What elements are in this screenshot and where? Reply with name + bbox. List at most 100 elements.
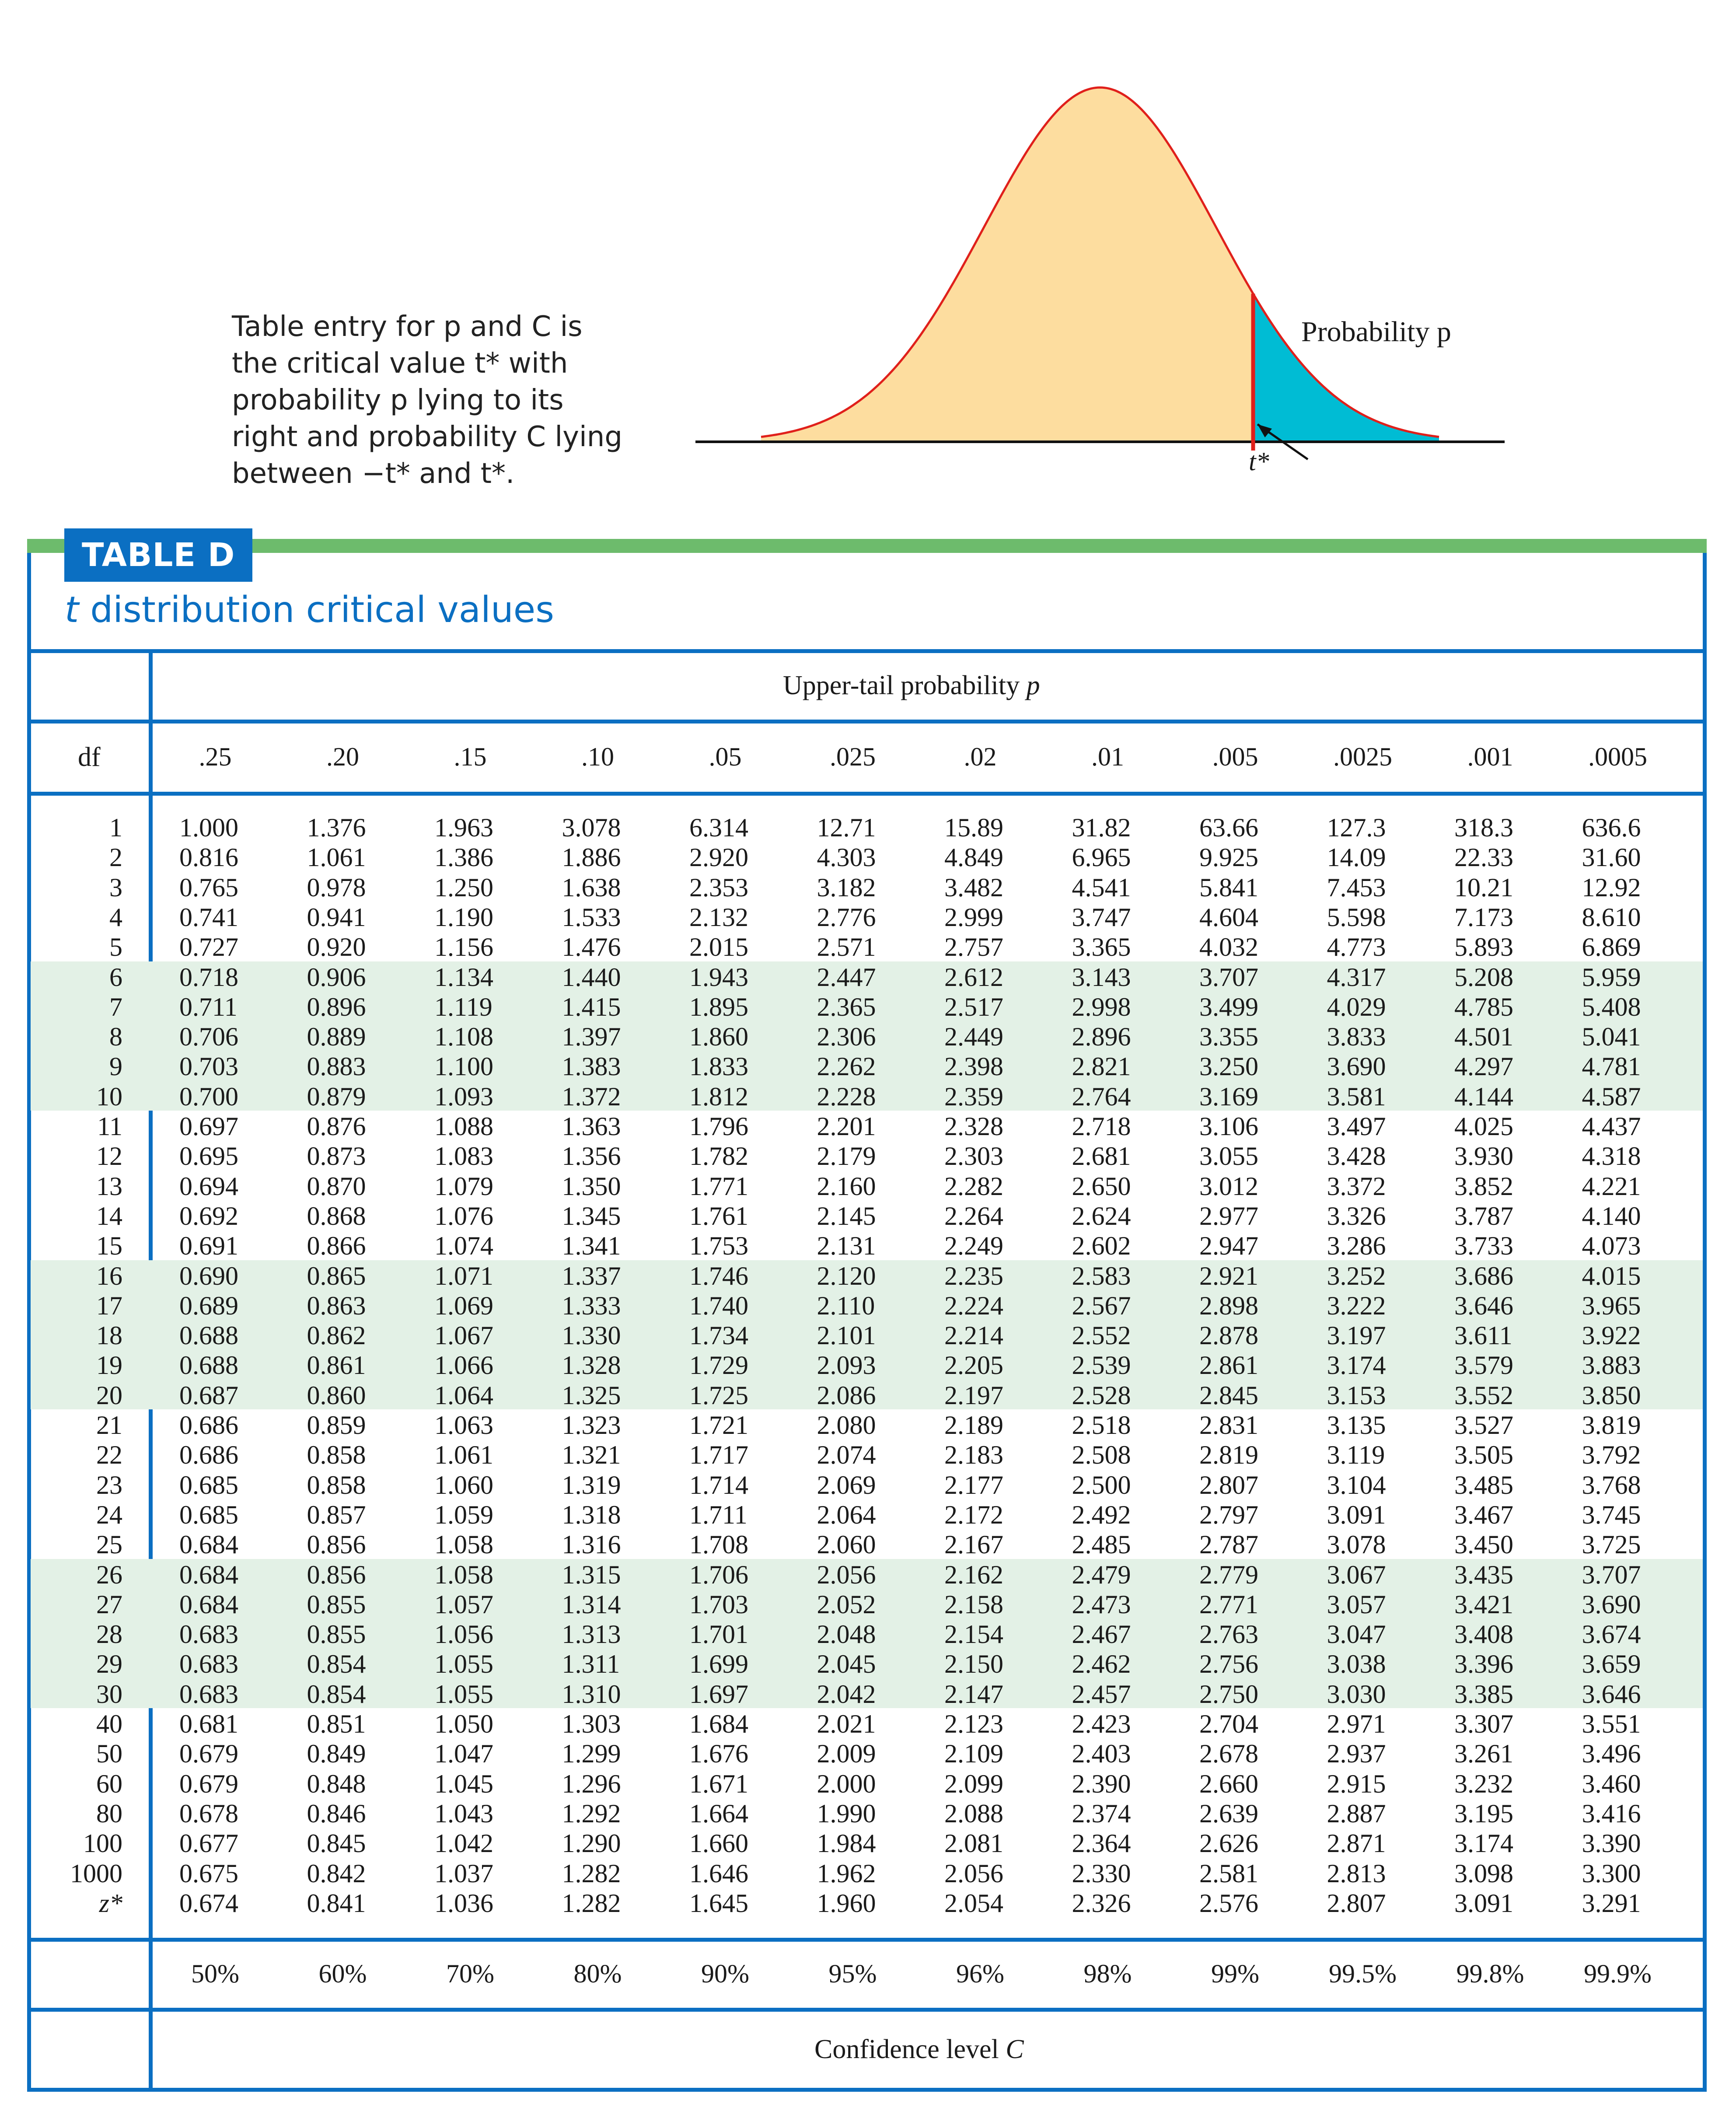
table-cell: 3.482 [944,873,1003,902]
table-cell: 2.750 [1199,1679,1258,1709]
table-cell: 0.689 [179,1291,238,1320]
curve-outline [761,86,1439,438]
table-cell: 3.611 [1454,1321,1512,1350]
table-cell: 1.250 [434,873,493,902]
table-cell: 1.108 [434,1022,493,1052]
table-cell: 0.858 [307,1470,366,1499]
table-cell: 1.721 [689,1411,748,1440]
table-cell: 0.686 [179,1411,238,1440]
table-cell: 2.807 [1327,1888,1386,1918]
table-title-text: distribution critical values [79,589,554,631]
divider-line [27,792,1707,796]
p-header-cell: .25 [199,742,232,771]
table-cell: 2.179 [817,1142,876,1171]
table-cell: 1.100 [434,1052,493,1081]
df-cell: 19 [96,1351,122,1380]
p-header-cell: .001 [1467,742,1513,771]
df-cell: 30 [96,1679,122,1709]
table-cell: 2.517 [944,992,1003,1021]
table-cell: 636.6 [1582,813,1641,842]
table-cell: 2.552 [1072,1321,1131,1350]
table-cell: 1.886 [562,843,621,872]
table-cell: 2.074 [817,1440,876,1470]
table-cell: 4.541 [1072,873,1131,902]
table-cell: 2.120 [817,1261,876,1290]
table-cell: 2.060 [817,1530,876,1559]
table-cell: 5.959 [1582,962,1641,992]
table-cell: 5.598 [1327,902,1386,932]
table-cell: 2.462 [1072,1650,1131,1679]
table-cell: 0.848 [307,1769,366,1798]
table-cell: 1.684 [689,1709,748,1738]
table-cell: 1.345 [562,1201,621,1230]
table-cell: 2.581 [1199,1859,1258,1888]
table-cell: 1.376 [307,813,366,842]
df-cell: 18 [96,1321,122,1350]
table-cell: 2.718 [1072,1112,1131,1141]
table-cell: 4.221 [1582,1171,1641,1201]
table-cell: 2.101 [817,1321,876,1350]
table-cell: 0.685 [179,1500,238,1529]
table-cell: 0.697 [179,1112,238,1141]
table-cell: 1.740 [689,1291,748,1320]
table-cell: 3.646 [1582,1679,1641,1709]
table-cell: 15.89 [944,813,1003,842]
confidence-cell: 95% [828,1959,877,1988]
table-cell: 2.457 [1072,1679,1131,1709]
table-cell: 2.398 [944,1052,1003,1081]
table-cell: 3.195 [1454,1799,1513,1828]
table-cell: 0.692 [179,1201,238,1230]
table-cell: 1.703 [689,1590,748,1619]
table-cell: 0.889 [307,1022,366,1052]
p-header-cell: .0025 [1333,742,1392,771]
table-cell: 0.675 [179,1859,238,1888]
df-cell: 100 [83,1829,122,1858]
table-cell: 5.208 [1454,962,1513,992]
table-cell: 2.099 [944,1769,1003,1798]
table-cell: 1.984 [817,1829,876,1858]
table-cell: 2.871 [1327,1829,1386,1858]
table-cell: 3.499 [1199,992,1258,1021]
upper-tail-header: Upper-tail probability p [783,670,1040,701]
table-cell: 1.676 [689,1739,748,1768]
table-cell: 2.048 [817,1620,876,1649]
df-cell: 2 [109,843,122,872]
df-cell: 28 [96,1620,122,1649]
table-cell: 2.081 [944,1829,1003,1858]
table-cell: 1.746 [689,1261,748,1290]
p-header-cell: .10 [581,742,614,771]
p-header-cell: .02 [964,742,997,771]
table-cell: 3.497 [1327,1112,1386,1141]
table-cell: 4.073 [1582,1231,1641,1261]
table-cell: 2.056 [817,1560,876,1589]
df-cell: 26 [96,1560,122,1589]
table-cell: 1.761 [689,1201,748,1230]
table-cell: 3.365 [1072,933,1131,962]
table-cell: 4.781 [1582,1052,1641,1081]
table-cell: 0.870 [307,1171,366,1201]
table-cell: 1.943 [689,962,748,992]
table-cell: 1.055 [434,1679,493,1709]
table-cell: 3.057 [1327,1590,1386,1619]
table-cell: 0.854 [307,1650,366,1679]
table-cell: 1.660 [689,1829,748,1858]
table-cell: 1.638 [562,873,621,902]
table-cell: 3.421 [1454,1590,1513,1619]
table-cell: 1.771 [689,1171,748,1201]
table-cell: 1.321 [562,1440,621,1470]
table-cell: 1.055 [434,1650,493,1679]
table-cell: 0.679 [179,1739,238,1768]
table-cell: 4.318 [1582,1142,1641,1171]
confidence-cell: 60% [318,1959,367,1988]
table-cell: 1.671 [689,1769,748,1798]
table-cell: 1.708 [689,1530,748,1559]
table-cell: 0.683 [179,1620,238,1649]
table-cell: 3.250 [1199,1052,1258,1081]
table-cell: 31.82 [1072,813,1131,842]
table-cell: 3.883 [1582,1351,1641,1380]
confidence-cell: 70% [446,1959,494,1988]
df-cell: 40 [96,1709,122,1738]
table-cell: 5.841 [1199,873,1258,902]
table-cell: 2.282 [944,1171,1003,1201]
table-cell: 0.678 [179,1799,238,1828]
